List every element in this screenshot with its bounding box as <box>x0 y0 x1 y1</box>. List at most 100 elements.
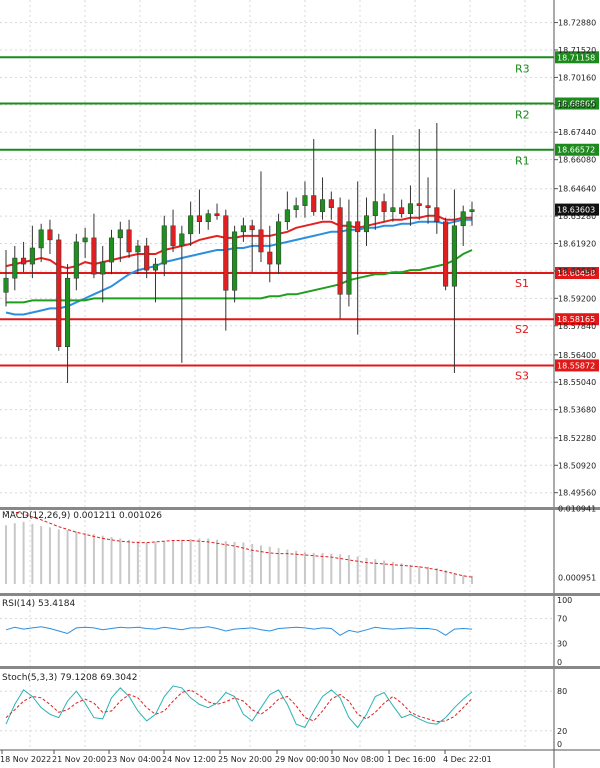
candle-body <box>126 229 132 253</box>
stoch-tick-label: 0 <box>557 740 562 749</box>
candle-body <box>416 203 422 206</box>
x-tick-label: 21 Nov 20:00 <box>52 755 106 764</box>
macd-label: MACD(12,26,9) 0.001211 0.001026 <box>2 511 162 521</box>
candle-body <box>135 245 141 253</box>
candle-body <box>319 199 326 212</box>
price-candles <box>3 122 475 384</box>
panel-separator <box>0 507 600 510</box>
level-price-box <box>555 143 599 156</box>
chart-grid <box>0 0 553 750</box>
candle-body <box>100 261 106 275</box>
candle-body <box>170 225 176 247</box>
candle-body <box>284 209 290 223</box>
moving-averages <box>5 214 473 316</box>
y-tick-label: 18.53680 <box>558 406 596 415</box>
level-price-box <box>555 97 599 110</box>
candle-body <box>73 241 79 279</box>
candle-body <box>337 207 343 295</box>
x-tick-label: 30 Nov 08:00 <box>330 755 384 764</box>
candle-body <box>328 199 334 208</box>
level-price-label: 18.71158 <box>557 53 595 62</box>
x-tick-label: 4 Dec 22:01 <box>443 755 492 764</box>
y-tick-label: 18.66080 <box>558 156 596 165</box>
candle-body <box>460 211 466 227</box>
x-tick-label: 23 Nov 04:00 <box>107 755 161 764</box>
level-name-s2: S2 <box>515 323 529 336</box>
candle-body <box>38 229 44 249</box>
candle-body <box>469 209 475 212</box>
candle-body <box>64 277 71 347</box>
candle-body <box>240 225 246 233</box>
x-tick-label: 24 Nov 12:00 <box>162 755 216 764</box>
rsi-panel: 100 70 30 0 <box>0 596 572 667</box>
moving-average-line-3 <box>6 249 473 304</box>
candle-body <box>293 205 299 210</box>
candle-body <box>346 221 352 295</box>
x-tick-label: 29 Nov 00:00 <box>275 755 329 764</box>
rsi-tick-label: 70 <box>557 615 567 624</box>
candle-body <box>276 221 282 265</box>
rsi-label: RSI(14) 53.4184 <box>2 599 75 609</box>
rsi-tick-label: 30 <box>557 639 567 648</box>
candle-body <box>47 229 53 241</box>
macd-panel: 0.010941 0.000951 <box>5 504 596 585</box>
candle-body <box>179 233 185 247</box>
y-tick-label: 18.64640 <box>558 185 596 194</box>
candle-body <box>302 195 308 206</box>
candle-body <box>355 221 361 233</box>
candle-body <box>223 215 229 291</box>
y-tick-label: 18.61920 <box>558 240 596 249</box>
macd-tick-label: 0.000951 <box>558 574 596 583</box>
stoch-d-line <box>5 689 473 723</box>
stoch-k-line <box>5 685 473 729</box>
stoch-tick-label: 20 <box>557 727 567 736</box>
candle-body <box>390 207 396 212</box>
candle-body <box>205 213 211 223</box>
stoch-label: Stoch(5,3,3) 79.1208 69.3042 <box>2 673 137 683</box>
candle-body <box>82 237 88 243</box>
y-tick-label: 18.68800 <box>558 101 596 110</box>
candle-body <box>152 263 159 271</box>
level-price-box <box>555 266 599 279</box>
candle-body <box>196 215 202 223</box>
candle-body <box>117 229 123 239</box>
candle-body <box>267 251 273 265</box>
y-tick-label: 18.63280 <box>558 212 596 221</box>
candle-body <box>144 245 150 271</box>
level-price-box <box>555 313 599 326</box>
panel-separator <box>0 666 600 669</box>
candle-body <box>451 225 457 287</box>
macd-tick-label: 0.010941 <box>558 504 596 513</box>
candle-body <box>258 229 264 253</box>
pivot-levels: R3 18.71158 R2 18.68865 R1 18.66572 S1 18.60458… <box>0 51 599 382</box>
moving-average-line-2 <box>5 218 472 316</box>
candle-body <box>434 207 440 223</box>
y-tick-label: 18.56400 <box>558 351 596 360</box>
x-tick-label: 18 Nov 2022 <box>0 755 51 764</box>
stoch-tick-label: 80 <box>557 687 567 696</box>
y-tick-label: 18.50920 <box>558 461 596 470</box>
candle-body <box>29 247 35 265</box>
panel-separator <box>0 593 600 596</box>
level-name-r1: R1 <box>515 155 530 168</box>
level-price-label: 18.68865 <box>557 100 595 109</box>
level-price-label: 18.60458 <box>557 269 595 278</box>
last-price-box <box>555 203 599 216</box>
candle-body <box>108 237 115 263</box>
rsi-tick-label: 100 <box>557 596 572 605</box>
candle-body <box>12 257 18 279</box>
candle-body <box>21 257 27 265</box>
y-tick-label: 18.67440 <box>558 128 596 137</box>
level-name-r3: R3 <box>515 62 530 75</box>
candle-body <box>91 237 97 275</box>
stoch-panel: 80 20 0 <box>0 685 567 749</box>
candle-body <box>161 225 167 265</box>
candle-body <box>188 215 194 235</box>
level-price-label: 18.55872 <box>557 361 595 370</box>
y-tick-label: 18.71520 <box>558 46 596 55</box>
y-tick-label: 18.52280 <box>558 434 596 443</box>
candle-body <box>407 203 414 214</box>
candle-body <box>249 225 255 231</box>
